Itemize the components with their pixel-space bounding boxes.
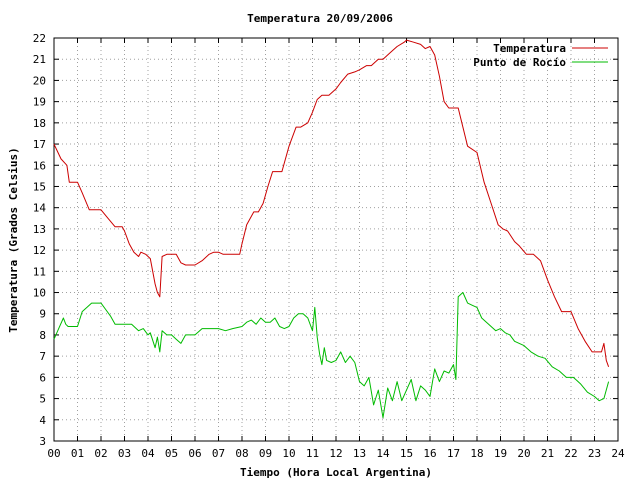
y-tick-label: 16 <box>33 159 46 172</box>
y-tick-label: 21 <box>33 53 46 66</box>
x-tick-label: 18 <box>470 447 483 460</box>
y-tick-label: 19 <box>33 96 46 109</box>
x-tick-label: 15 <box>400 447 413 460</box>
series-line-punto-de-rocio <box>53 292 610 419</box>
y-tick-label: 10 <box>33 287 46 300</box>
x-tick-label: 09 <box>259 447 272 460</box>
y-axis-label: Temperatura (Grados Celsius) <box>7 147 20 332</box>
y-tick-label: 6 <box>39 371 46 384</box>
x-tick-label: 08 <box>235 447 248 460</box>
x-tick-label: 11 <box>306 447 319 460</box>
chart-title: Temperatura 20/09/2006 <box>247 12 393 25</box>
x-tick-label: 02 <box>94 447 107 460</box>
x-tick-label: 19 <box>494 447 507 460</box>
y-tick-label: 11 <box>33 265 46 278</box>
x-tick-label: 12 <box>329 447 342 460</box>
x-tick-label: 00 <box>47 447 60 460</box>
x-tick-label: 23 <box>588 447 601 460</box>
x-tick-label: 21 <box>541 447 554 460</box>
x-tick-label: 10 <box>282 447 295 460</box>
x-tick-label: 24 <box>611 447 625 460</box>
y-tick-label: 8 <box>39 329 46 342</box>
x-tick-label: 06 <box>188 447 201 460</box>
x-tick-label: 03 <box>118 447 131 460</box>
series-layer <box>53 39 610 419</box>
y-tick-label: 12 <box>33 244 46 257</box>
x-tick-label: 01 <box>71 447 84 460</box>
x-tick-label: 07 <box>212 447 225 460</box>
legend-label: Temperatura <box>493 42 566 55</box>
y-tick-label: 7 <box>39 350 46 363</box>
x-axis-label: Tiempo (Hora Local Argentina) <box>240 466 432 479</box>
x-tick-label: 20 <box>517 447 530 460</box>
y-tick-label: 15 <box>33 180 46 193</box>
x-tick-label: 04 <box>141 447 155 460</box>
y-tick-label: 9 <box>39 308 46 321</box>
y-tick-label: 3 <box>39 435 46 448</box>
x-tick-label: 13 <box>353 447 366 460</box>
y-tick-label: 13 <box>33 223 46 236</box>
y-tick-label: 22 <box>33 32 46 45</box>
y-tick-label: 4 <box>39 414 46 427</box>
x-tick-label: 17 <box>447 447 460 460</box>
axis-ticks: 3 4 5 6 7 8 9 10 11 12 13 14 15 16 17 18 19 20 21 22 00 01 02 0… <box>33 32 625 460</box>
x-tick-label: 05 <box>165 447 178 460</box>
y-tick-label: 18 <box>33 117 46 130</box>
x-tick-label: 16 <box>423 447 436 460</box>
x-tick-label: 14 <box>376 447 390 460</box>
y-tick-label: 17 <box>33 138 46 151</box>
legend-label: Punto de Rocío <box>473 56 566 69</box>
series-line-temperatura <box>53 39 610 367</box>
x-tick-label: 22 <box>564 447 577 460</box>
y-tick-label: 20 <box>33 74 46 87</box>
y-tick-label: 5 <box>39 393 46 406</box>
y-tick-label: 14 <box>33 202 47 215</box>
